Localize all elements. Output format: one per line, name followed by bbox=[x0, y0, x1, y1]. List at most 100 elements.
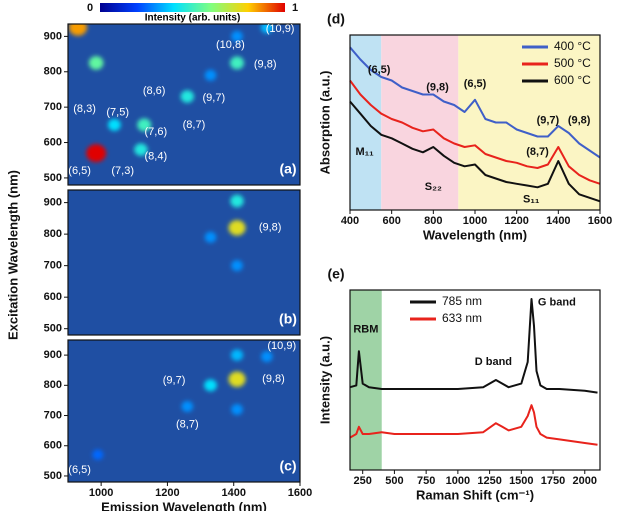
annotation: (6,5) bbox=[68, 464, 91, 476]
map-background bbox=[68, 190, 300, 335]
shaded-region bbox=[350, 290, 382, 470]
ple-spot bbox=[231, 260, 243, 272]
ple-spot bbox=[228, 220, 246, 236]
colorbar-tick-label: 0 bbox=[87, 2, 93, 14]
annotation: (9,8) bbox=[568, 115, 591, 127]
plot-area bbox=[68, 24, 300, 185]
annotation: (6,5) bbox=[464, 78, 487, 90]
annotation: (9,7) bbox=[203, 92, 226, 104]
ple-spot bbox=[204, 69, 217, 81]
ple-spot bbox=[261, 351, 273, 363]
annotation: (7,3) bbox=[111, 165, 134, 177]
plot-area bbox=[68, 190, 300, 335]
annotation: (10,8) bbox=[216, 39, 245, 51]
panel-label: (e) bbox=[327, 266, 344, 282]
x-tick-label: 1400 bbox=[221, 487, 245, 499]
annotation: (8,7) bbox=[183, 119, 206, 131]
y-tick-label: 800 bbox=[44, 379, 62, 391]
x-tick-label: 1600 bbox=[288, 487, 312, 499]
annotation: (8,4) bbox=[145, 151, 168, 163]
ple-spot bbox=[88, 56, 104, 70]
x-tick-label: 600 bbox=[382, 215, 400, 227]
ple-spot bbox=[204, 231, 217, 243]
map-background bbox=[68, 24, 300, 185]
x-tick-label: 1000 bbox=[446, 475, 470, 487]
annotation: (9,8) bbox=[426, 81, 449, 93]
spectrum-line bbox=[349, 298, 598, 394]
colorbar-label: Intensity (arb. units) bbox=[145, 13, 241, 24]
spectrum-line bbox=[349, 46, 601, 159]
plot-frame bbox=[67, 23, 301, 186]
map-background bbox=[68, 340, 300, 482]
plot-frame bbox=[349, 289, 601, 471]
x-tick-label: 1200 bbox=[155, 487, 179, 499]
plot-frame bbox=[67, 189, 301, 336]
x-tick-label: 1600 bbox=[588, 215, 612, 227]
x-tick-label: 800 bbox=[424, 215, 442, 227]
legend-label: 500 °C bbox=[554, 56, 591, 70]
x-tick-label: 1500 bbox=[509, 475, 533, 487]
y-tick-label: 500 bbox=[44, 323, 62, 335]
ple-spot bbox=[180, 90, 195, 103]
y-axis-label: Intensity (a.u.) bbox=[317, 336, 332, 424]
x-axis-label: Raman Shift (cm⁻¹) bbox=[416, 487, 534, 502]
ple-spot bbox=[231, 403, 243, 415]
ple-spot bbox=[92, 449, 104, 461]
annotation: (7,6) bbox=[145, 126, 168, 138]
ple-spot bbox=[230, 349, 244, 361]
annotation: RBM bbox=[353, 324, 378, 336]
panel-label: (b) bbox=[279, 311, 297, 327]
panel-label: (c) bbox=[279, 458, 296, 474]
colorbar bbox=[100, 3, 285, 12]
y-tick-label: 500 bbox=[44, 172, 62, 184]
spectrum-line bbox=[349, 100, 601, 203]
annotation: S₁₁ bbox=[523, 193, 540, 205]
shaded-region bbox=[350, 35, 382, 210]
ple-spot bbox=[228, 371, 246, 388]
x-tick-label: 1750 bbox=[541, 475, 565, 487]
legend-label: 633 nm bbox=[442, 311, 482, 325]
x-tick-label: 1400 bbox=[546, 215, 570, 227]
y-tick-label: 900 bbox=[44, 30, 62, 42]
annotation: (8,3) bbox=[73, 103, 96, 115]
annotation: (9,8) bbox=[262, 373, 285, 385]
panel-label: (a) bbox=[279, 161, 296, 177]
spectrum-line bbox=[349, 79, 601, 185]
annotation: (9,7) bbox=[537, 115, 560, 127]
spectrum-line bbox=[349, 404, 598, 446]
y-tick-label: 700 bbox=[44, 409, 62, 421]
ple-spot bbox=[231, 30, 243, 42]
x-tick-label: 1250 bbox=[477, 475, 501, 487]
annotation: (9,7) bbox=[163, 375, 186, 387]
y-tick-label: 600 bbox=[44, 291, 62, 303]
x-axis-label: Emission Wavelength (nm) bbox=[101, 499, 267, 511]
plot-frame bbox=[67, 339, 301, 483]
y-axis-label: Absorption (a.u.) bbox=[317, 71, 332, 175]
annotation: (6,5) bbox=[68, 165, 91, 177]
annotation: (8,7) bbox=[176, 419, 199, 431]
x-tick-label: 1000 bbox=[89, 487, 113, 499]
ple-spot bbox=[86, 144, 107, 163]
annotation: (10,9) bbox=[267, 340, 296, 352]
annotation: (7,5) bbox=[106, 106, 129, 118]
legend-label: 785 nm bbox=[442, 294, 482, 308]
x-tick-label: 1200 bbox=[504, 215, 528, 227]
ple-spot bbox=[108, 118, 121, 131]
y-tick-label: 600 bbox=[44, 440, 62, 452]
ple-spot bbox=[68, 24, 88, 36]
ple-spot bbox=[134, 143, 148, 156]
x-tick-label: 250 bbox=[354, 475, 372, 487]
y-tick-label: 500 bbox=[44, 470, 62, 482]
y-tick-label: 700 bbox=[44, 101, 62, 113]
annotation: (9,8) bbox=[259, 222, 282, 234]
annotation: (8,6) bbox=[143, 85, 166, 97]
panel-label: (d) bbox=[327, 11, 345, 27]
annotation: (6,5) bbox=[368, 64, 391, 76]
x-tick-label: 1000 bbox=[463, 215, 487, 227]
y-tick-label: 700 bbox=[44, 260, 62, 272]
annotation: D band bbox=[475, 356, 512, 368]
x-tick-label: 750 bbox=[417, 475, 435, 487]
y-tick-label: 900 bbox=[44, 349, 62, 361]
x-tick-label: 400 bbox=[341, 215, 359, 227]
